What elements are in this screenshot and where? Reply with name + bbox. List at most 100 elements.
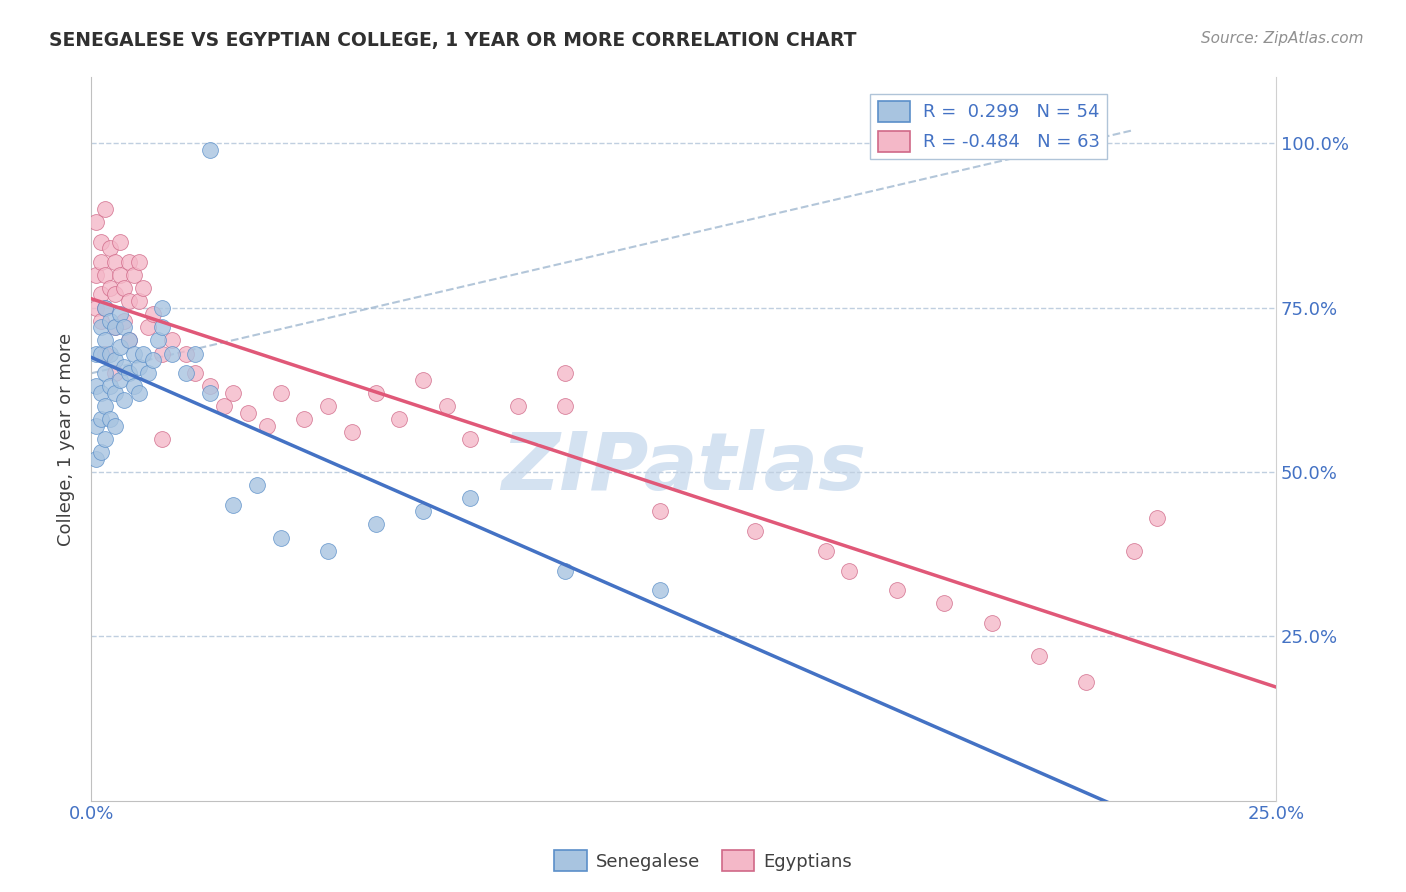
Point: [90, 346, 112, 360]
Point: [98, 314, 121, 328]
Point: [98, 379, 121, 393]
Point: [94, 301, 117, 315]
Point: [412, 373, 434, 387]
Point: [150, 301, 173, 315]
Point: [980, 616, 1002, 631]
Point: [838, 564, 860, 578]
Point: [122, 379, 145, 393]
Point: [198, 386, 221, 401]
Point: [934, 596, 956, 610]
Point: [198, 143, 221, 157]
Point: [94, 399, 117, 413]
Point: [104, 418, 127, 433]
Point: [458, 432, 481, 446]
Point: [146, 334, 169, 348]
Point: [118, 334, 141, 348]
Text: ZIPatlas: ZIPatlas: [501, 429, 866, 507]
Point: [256, 418, 278, 433]
Point: [388, 412, 411, 426]
Point: [458, 491, 481, 506]
Point: [212, 399, 235, 413]
Point: [150, 432, 173, 446]
Point: [270, 386, 292, 401]
Point: [84, 418, 107, 433]
Point: [648, 583, 671, 598]
Point: [160, 334, 183, 348]
Point: [648, 504, 671, 518]
Point: [84, 268, 107, 282]
Point: [112, 392, 135, 407]
Point: [90, 314, 112, 328]
Point: [118, 254, 141, 268]
Point: [744, 524, 766, 538]
Point: [94, 202, 117, 216]
Point: [98, 346, 121, 360]
Point: [554, 564, 576, 578]
Point: [98, 412, 121, 426]
Point: [136, 320, 159, 334]
Point: [108, 340, 131, 354]
Point: [128, 386, 150, 401]
Legend: R =  0.299   N = 54, R = -0.484   N = 63: R = 0.299 N = 54, R = -0.484 N = 63: [870, 94, 1107, 159]
Point: [108, 268, 131, 282]
Point: [112, 314, 135, 328]
Point: [90, 412, 112, 426]
Point: [198, 379, 221, 393]
Point: [132, 281, 155, 295]
Point: [90, 320, 112, 334]
Point: [112, 359, 135, 374]
Point: [98, 281, 121, 295]
Point: [122, 346, 145, 360]
Point: [90, 386, 112, 401]
Point: [104, 366, 127, 380]
Point: [90, 287, 112, 301]
Point: [412, 504, 434, 518]
Point: [160, 346, 183, 360]
Point: [150, 320, 173, 334]
Point: [184, 346, 207, 360]
Point: [94, 301, 117, 315]
Point: [112, 281, 135, 295]
Point: [136, 366, 159, 380]
Point: [184, 366, 207, 380]
Legend: Senegalese, Egyptians: Senegalese, Egyptians: [547, 843, 859, 879]
Point: [108, 373, 131, 387]
Point: [94, 346, 117, 360]
Point: [294, 412, 316, 426]
Point: [104, 320, 127, 334]
Point: [128, 359, 150, 374]
Point: [316, 399, 339, 413]
Point: [104, 254, 127, 268]
Point: [886, 583, 908, 598]
Point: [94, 268, 117, 282]
Point: [118, 334, 141, 348]
Point: [118, 366, 141, 380]
Point: [174, 366, 197, 380]
Y-axis label: College, 1 year or more: College, 1 year or more: [58, 333, 75, 546]
Text: Source: ZipAtlas.com: Source: ZipAtlas.com: [1201, 31, 1364, 46]
Point: [246, 478, 269, 492]
Point: [112, 320, 135, 334]
Point: [270, 531, 292, 545]
Point: [108, 235, 131, 249]
Point: [104, 386, 127, 401]
Point: [128, 293, 150, 308]
Point: [142, 353, 165, 368]
Point: [364, 386, 387, 401]
Point: [128, 254, 150, 268]
Point: [132, 346, 155, 360]
Point: [90, 445, 112, 459]
Point: [142, 307, 165, 321]
Point: [90, 254, 112, 268]
Point: [94, 334, 117, 348]
Point: [150, 346, 173, 360]
Point: [174, 346, 197, 360]
Point: [316, 543, 339, 558]
Point: [94, 432, 117, 446]
Point: [94, 366, 117, 380]
Point: [1122, 543, 1144, 558]
Point: [122, 268, 145, 282]
Point: [84, 451, 107, 466]
Point: [104, 287, 127, 301]
Point: [1076, 675, 1098, 690]
